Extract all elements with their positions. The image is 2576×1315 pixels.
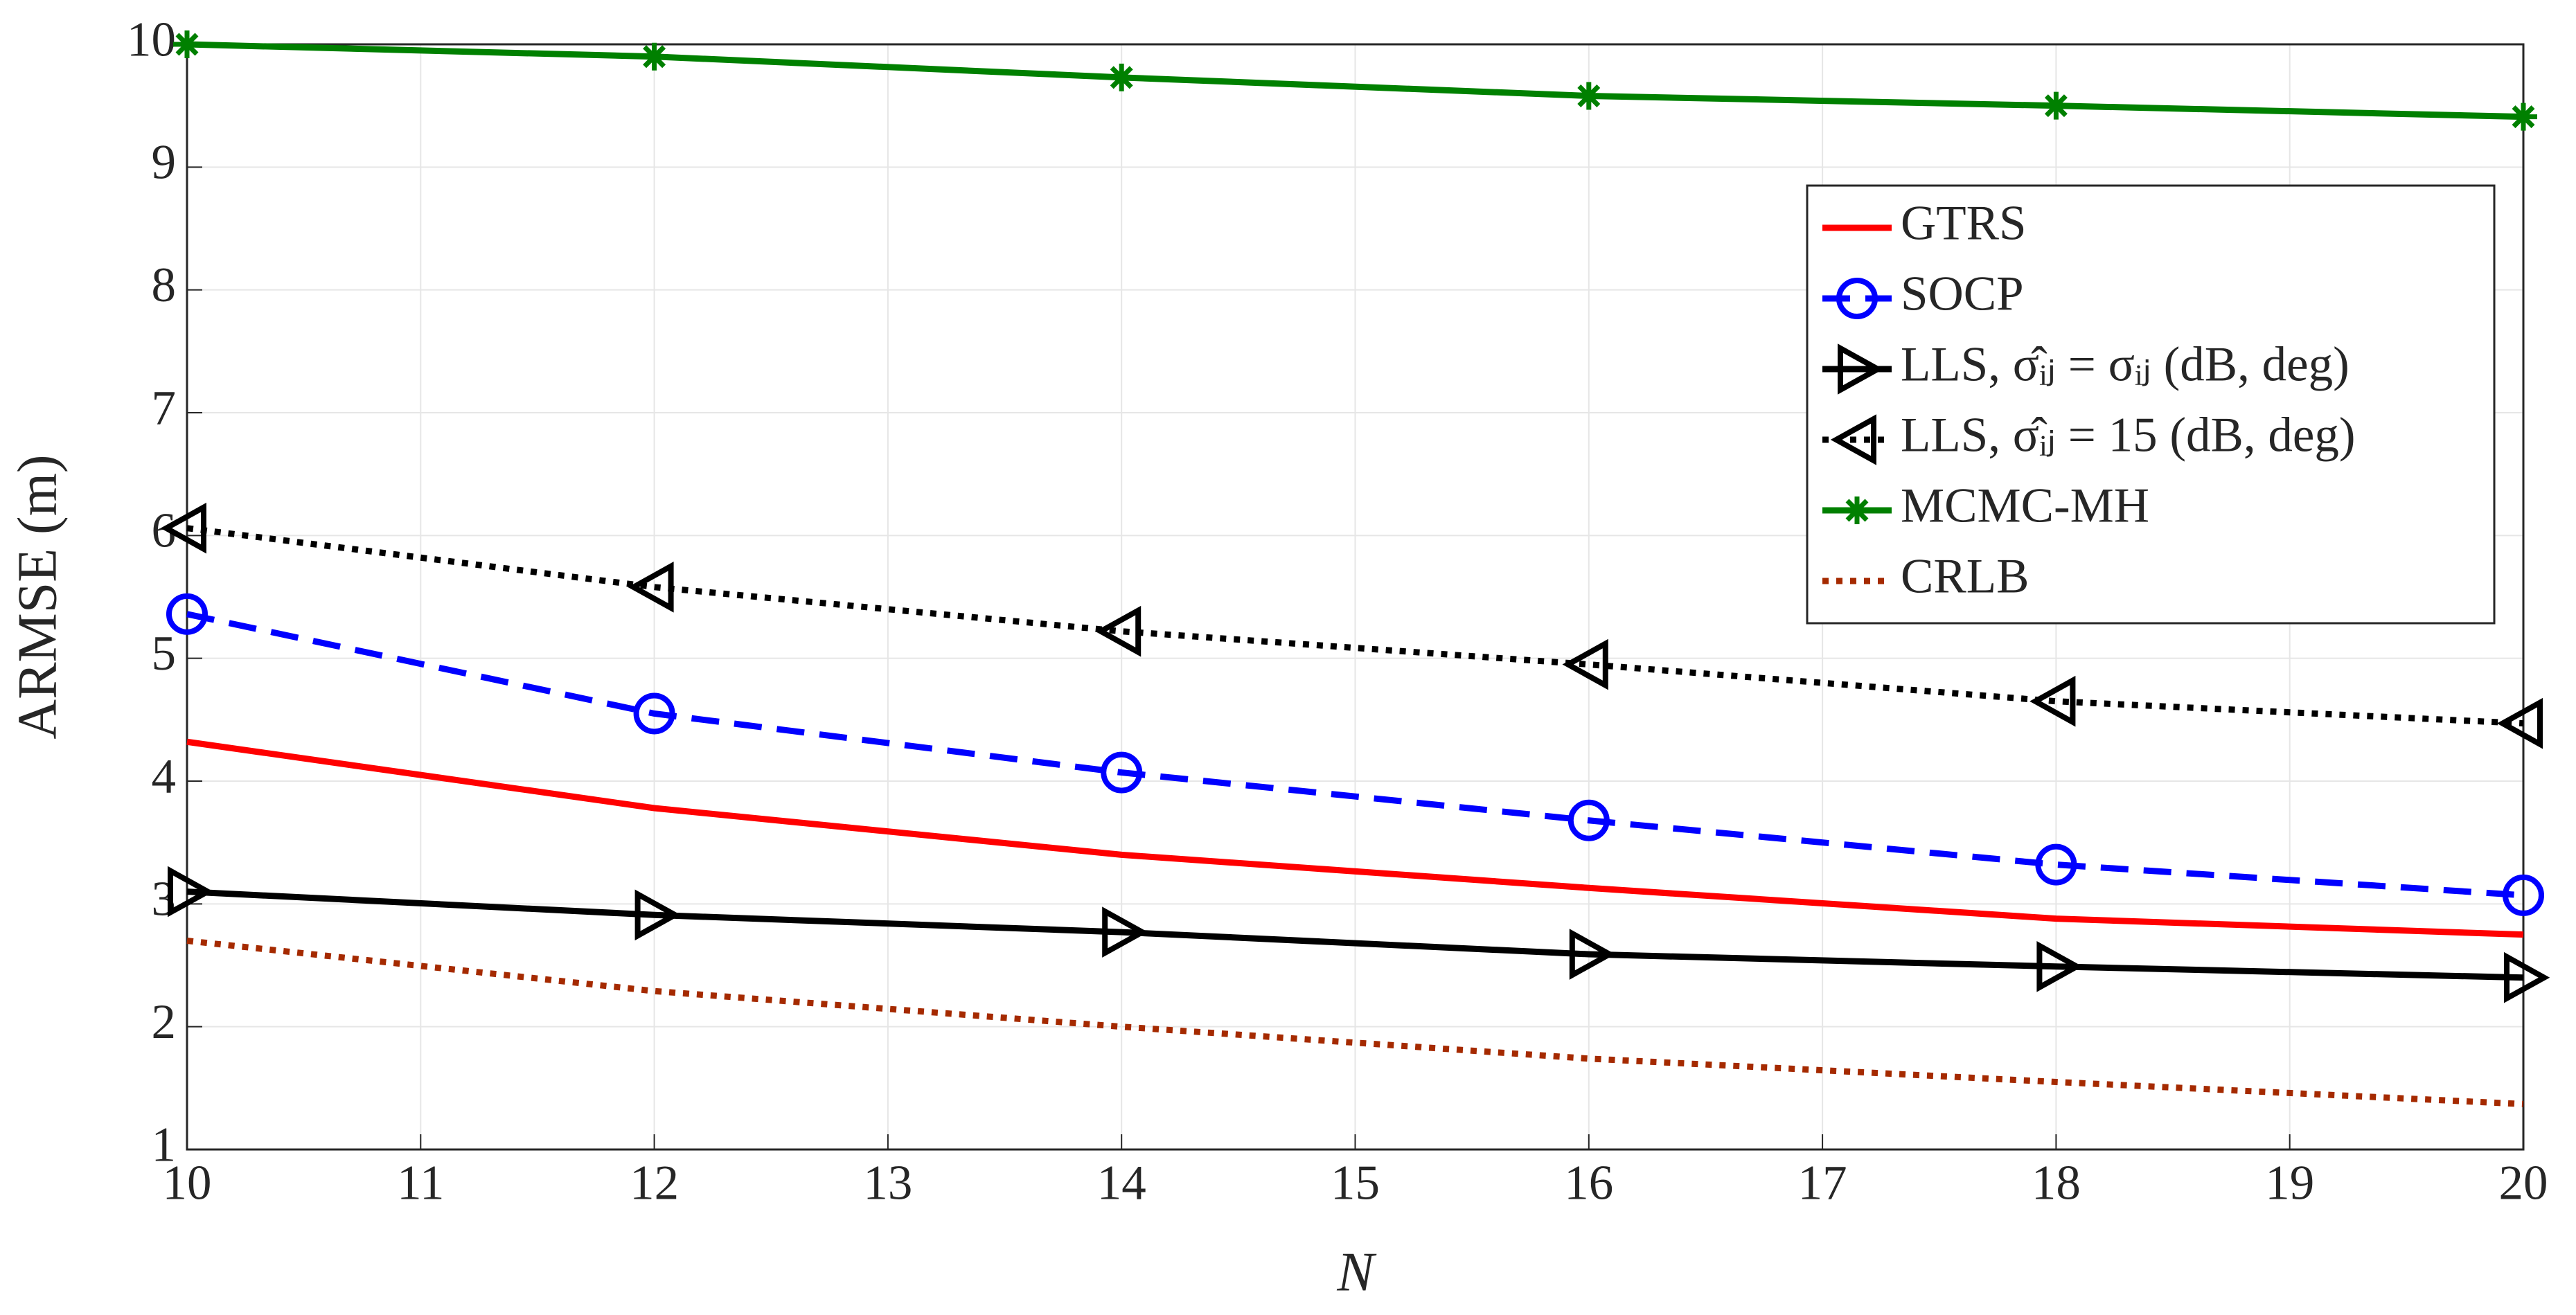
marker [1567, 799, 1610, 841]
x-tick-label: 13 [863, 1156, 912, 1210]
series-line [186, 611, 2524, 899]
series-line [186, 41, 2524, 120]
y-tick-label: 1 [152, 1118, 177, 1172]
y-tick-label: 2 [152, 995, 177, 1049]
marker [1101, 751, 1143, 794]
marker [628, 562, 674, 613]
y-axis-label: ARMSE (m) [7, 454, 68, 739]
series-line [186, 888, 2524, 981]
marker [2504, 951, 2550, 1003]
legend-label: CRLB [1901, 549, 2029, 603]
x-tick-label: 10 [163, 1156, 212, 1210]
legend-label: SOCP [1901, 267, 2024, 321]
legend-box [1806, 184, 2496, 625]
x-tick-label: 16 [1564, 1156, 1613, 1210]
marker [2503, 874, 2544, 916]
x-axis-label: N [1336, 1242, 1377, 1303]
marker [1830, 414, 1876, 465]
marker [168, 866, 214, 918]
marker [1838, 343, 1884, 395]
y-tick-label: 8 [152, 258, 177, 312]
marker [2029, 675, 2076, 727]
marker [166, 593, 208, 635]
marker [1836, 278, 1878, 319]
y-tick-label: 9 [152, 136, 177, 190]
x-tick-label: 14 [1097, 1156, 1146, 1210]
y-tick-label: 10 [127, 12, 176, 66]
legend-label: LLS, σ̂ᵢⱼ = σᵢⱼ (dB, deg) [1901, 337, 2350, 391]
marker [1574, 82, 1603, 110]
x-tick-label: 20 [2499, 1156, 2548, 1210]
series-line [186, 738, 2524, 938]
series-line [186, 525, 2524, 727]
marker [2042, 91, 2070, 120]
marker [2510, 102, 2537, 131]
marker [2496, 697, 2543, 749]
x-tick-label: 19 [2265, 1156, 2314, 1210]
marker [173, 30, 201, 58]
marker [1102, 906, 1148, 958]
marker [640, 42, 668, 71]
marker [160, 502, 206, 554]
y-tick-label: 7 [152, 381, 177, 435]
marker [1843, 497, 1871, 524]
marker [1569, 929, 1616, 980]
legend-label: LLS, σ̂ᵢⱼ = 15 (dB, deg) [1901, 408, 2355, 462]
marker [634, 889, 681, 941]
y-tick-label: 5 [152, 627, 177, 681]
series-line [186, 938, 2524, 1107]
x-tick-label: 11 [397, 1156, 444, 1210]
legend-label: GTRS [1901, 196, 2027, 250]
marker [2036, 940, 2083, 992]
marker [1094, 605, 1142, 657]
legend-label: MCMC-MH [1901, 478, 2149, 533]
marker [1108, 63, 1136, 91]
marker [633, 692, 675, 735]
x-tick-label: 17 [1798, 1156, 1847, 1210]
marker [1562, 638, 1608, 690]
marker [2035, 843, 2077, 886]
x-tick-label: 12 [630, 1156, 679, 1210]
x-tick-label: 18 [2032, 1156, 2081, 1210]
x-tick-label: 15 [1331, 1156, 1380, 1210]
y-tick-label: 4 [152, 749, 177, 803]
